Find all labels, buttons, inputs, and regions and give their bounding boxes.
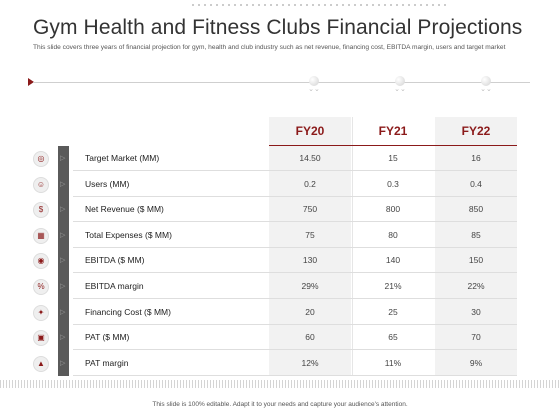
- fy21-column: [352, 117, 436, 376]
- table-row: $ ▷ Net Revenue ($ MM) 750 800 850: [33, 197, 517, 223]
- row-arrow-icon: ▷: [60, 283, 66, 290]
- cell-fy21: 15: [388, 153, 398, 163]
- row-arrow-icon: ▷: [60, 180, 66, 188]
- cell-fy21: 800: [385, 204, 401, 215]
- users-icon: ☺: [33, 176, 49, 193]
- chart-icon: ▲: [33, 355, 49, 372]
- table-row: ◎ ▷ Target Market (MM) 14.50 15 16: [33, 146, 517, 171]
- cell-fy21: 140: [385, 255, 401, 266]
- fy22-column: [435, 117, 517, 376]
- table-row: ✦ ▷ Financing Cost ($ MM) 20 25 30: [33, 300, 517, 325]
- table-row: ▲ ▷ PAT margin 12% 11% 9%: [33, 351, 517, 376]
- table-row: ▣ ▷ PAT ($ MM) 60 65 70: [33, 325, 517, 351]
- fy20-column: [269, 117, 351, 376]
- row-label: Total Expenses ($ MM): [85, 229, 172, 240]
- row-indicator-bar: [58, 146, 69, 376]
- row-divider: [73, 195, 517, 197]
- cell-fy22: 70: [471, 332, 481, 343]
- row-arrow-icon: ▷: [60, 155, 66, 162]
- row-arrow-icon: ▷: [60, 359, 66, 367]
- slide-subtitle: This slide covers three years of financi…: [33, 44, 506, 51]
- bottom-hatch: [0, 380, 560, 388]
- row-arrow-icon: ▷: [60, 308, 66, 316]
- timeline-marker: ⌄⌄: [308, 76, 320, 93]
- table-row: ◉ ▷ EBITDA ($ MM) 130 140 150: [33, 248, 517, 274]
- slide-title: Gym Health and Fitness Clubs Financial P…: [33, 16, 523, 39]
- cell-fy21: 65: [388, 332, 398, 343]
- cell-fy20: 0.2: [304, 178, 316, 189]
- header-divider: [269, 145, 517, 146]
- cell-fy22: 9%: [469, 357, 483, 368]
- row-divider: [73, 221, 517, 223]
- target-icon: ◎: [33, 151, 49, 167]
- cell-fy22: 850: [468, 204, 484, 215]
- top-dotted-border: [190, 4, 450, 6]
- row-arrow-icon: ▷: [60, 257, 66, 265]
- timeline-marker: ⌄⌄: [394, 76, 406, 93]
- cell-fy20: 14.50: [299, 153, 321, 163]
- row-label: EBITDA ($ MM): [85, 255, 145, 266]
- header-fy22: FY22: [461, 124, 491, 138]
- header-fy21: FY21: [378, 124, 408, 138]
- cell-fy20: 75: [305, 229, 315, 240]
- cell-fy22: 0.4: [470, 178, 482, 189]
- row-divider: [73, 170, 517, 171]
- cell-fy21: 80: [388, 229, 398, 240]
- row-label: Target Market (MM): [85, 153, 160, 163]
- timeline-marker: ⌄⌄: [480, 76, 492, 93]
- timeline-arrow-icon: [28, 78, 34, 86]
- table-row: ▦ ▷ Total Expenses ($ MM) 75 80 85: [33, 223, 517, 248]
- cell-fy20: 29%: [301, 281, 319, 291]
- row-arrow-icon: ▷: [60, 334, 66, 342]
- cell-fy22: 150: [468, 255, 484, 266]
- row-divider: [73, 323, 517, 325]
- row-label: PAT ($ MM): [85, 332, 130, 343]
- cell-fy20: 60: [305, 332, 315, 343]
- row-divider: [73, 246, 517, 248]
- pat-icon: ▣: [33, 330, 49, 347]
- row-divider: [73, 374, 517, 376]
- table-row: % ▷ EBITDA margin 29% 21% 22%: [33, 274, 517, 299]
- revenue-icon: $: [33, 202, 49, 219]
- row-arrow-icon: ▷: [60, 206, 66, 214]
- expenses-icon: ▦: [33, 227, 49, 244]
- row-divider: [73, 272, 517, 274]
- row-label: PAT margin: [85, 357, 129, 368]
- row-label: Financing Cost ($ MM): [85, 306, 171, 317]
- row-divider: [73, 349, 517, 351]
- slide-footer: This slide is 100% editable. Adapt it to…: [152, 401, 408, 408]
- header-fy20: FY20: [295, 124, 325, 138]
- cell-fy20: 130: [302, 255, 318, 266]
- row-arrow-icon: ▷: [60, 231, 66, 239]
- cell-fy22: 22%: [467, 281, 485, 291]
- cell-fy21: 21%: [384, 281, 402, 291]
- cell-fy21: 25: [388, 306, 398, 317]
- cell-fy21: 11%: [384, 357, 402, 368]
- cell-fy20: 750: [302, 204, 318, 215]
- table-row: ☺ ▷ Users (MM) 0.2 0.3 0.4: [33, 172, 517, 197]
- financing-icon: ✦: [33, 304, 49, 321]
- cell-fy20: 20: [305, 306, 315, 317]
- cell-fy22: 85: [471, 229, 481, 240]
- row-label: Users (MM): [85, 178, 130, 189]
- cell-fy20: 12%: [301, 357, 319, 368]
- cell-fy22: 30: [471, 306, 481, 317]
- row-label: Net Revenue ($ MM): [85, 204, 164, 215]
- row-divider: [73, 298, 517, 299]
- cell-fy21: 0.3: [387, 178, 399, 189]
- cell-fy22: 16: [471, 153, 481, 163]
- timeline-line: [33, 82, 530, 83]
- row-label: EBITDA margin: [85, 281, 144, 291]
- ebitda-icon: ◉: [33, 253, 49, 270]
- margin-icon: %: [33, 279, 49, 295]
